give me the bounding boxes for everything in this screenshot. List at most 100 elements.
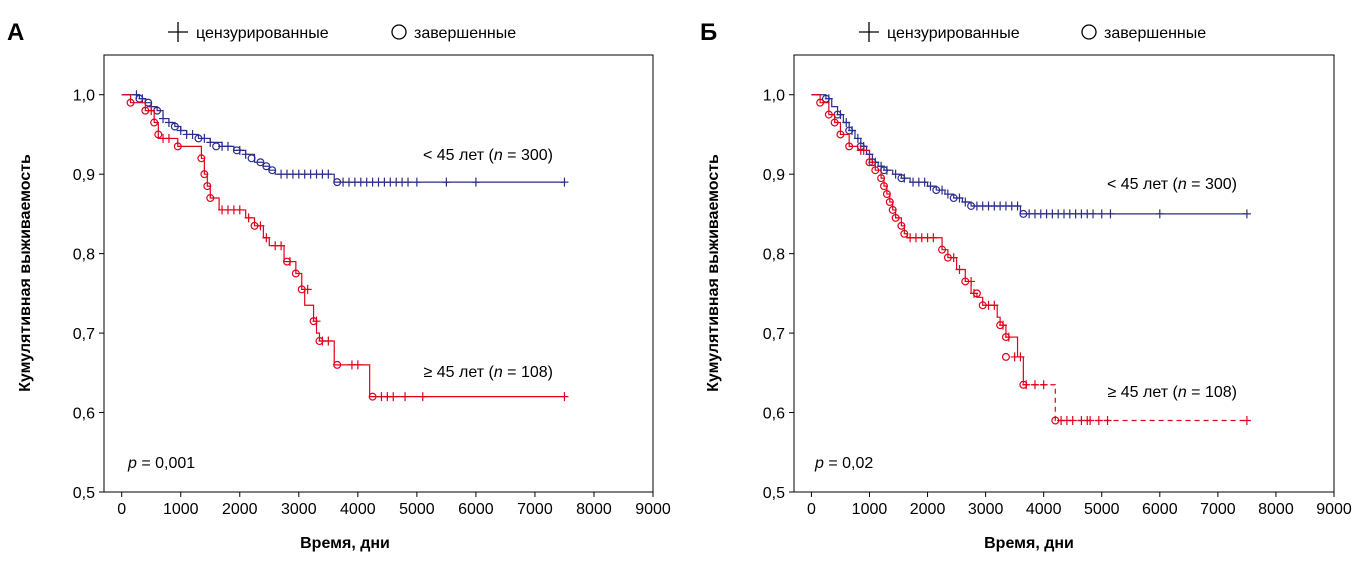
event-marker xyxy=(879,182,888,191)
x-tick-label: 3000 xyxy=(968,501,1004,518)
x-tick-label: 8000 xyxy=(1258,501,1294,518)
panel-b-x-axis-label: Время, дни xyxy=(984,535,1074,552)
panel-b: Б цензурированные завершенные 0 1000 2000 3… xyxy=(700,19,1352,552)
y-tick-label: 1,0 xyxy=(73,88,95,105)
event-marker xyxy=(938,245,947,254)
panel-b-p-value: p = 0,02 xyxy=(814,455,873,472)
censored-marker xyxy=(1068,415,1077,425)
y-tick-label: 0,9 xyxy=(763,167,785,184)
event-marker xyxy=(949,194,958,203)
censored-marker xyxy=(389,392,398,402)
series-label: ≥ 45 лет (n = 108) xyxy=(424,364,553,381)
event-marker xyxy=(141,106,150,115)
event-marker xyxy=(154,130,163,139)
event-marker xyxy=(203,182,212,191)
event-marker xyxy=(897,221,906,230)
panel-a-y-axis-label: Кумулятивная выживаемость xyxy=(17,154,34,392)
event-marker xyxy=(972,289,981,298)
p-value-symbol: p xyxy=(127,455,137,472)
censored-marker xyxy=(1103,415,1112,425)
censored-legend-icon xyxy=(859,22,879,42)
censored-legend-label: цензурированные xyxy=(887,25,1020,42)
event-marker xyxy=(297,285,306,294)
survival-curve-older xyxy=(811,94,1247,422)
event-marker xyxy=(368,392,377,401)
event-marker xyxy=(967,201,976,210)
event-marker xyxy=(845,142,854,151)
event-marker xyxy=(897,174,906,183)
censored-marker xyxy=(560,177,569,187)
x-tick-label: 3000 xyxy=(281,501,317,518)
y-tick-label: 0,6 xyxy=(763,406,785,423)
event-marker xyxy=(333,178,342,187)
censored-marker xyxy=(990,300,999,310)
survival-curve-younger xyxy=(811,94,1247,215)
completed-legend-label: завершенные xyxy=(1104,25,1206,42)
x-tick-label: 8000 xyxy=(576,501,612,518)
x-tick-label: 9000 xyxy=(1316,501,1352,518)
event-marker xyxy=(882,190,891,199)
censored-marker xyxy=(961,197,970,207)
completed-legend-label: завершенные xyxy=(414,25,516,42)
censored-marker xyxy=(926,181,935,191)
censored-marker xyxy=(353,360,362,370)
event-marker xyxy=(150,118,159,127)
panel-a: А цензурированные завершенные 0 1000 2000 3… xyxy=(7,19,671,552)
x-tick-label: 6000 xyxy=(1142,501,1178,518)
censored-marker xyxy=(1094,415,1103,425)
event-marker xyxy=(194,134,203,143)
event-marker xyxy=(978,301,987,310)
survival-curve-younger xyxy=(121,94,565,183)
censored-marker xyxy=(223,141,232,151)
censored-marker xyxy=(164,118,173,128)
censored-marker xyxy=(929,233,938,243)
censored-marker xyxy=(853,133,862,143)
censored-marker xyxy=(241,149,250,159)
censored-marker xyxy=(1097,209,1106,219)
censored-marker xyxy=(943,189,952,199)
y-tick-label: 1,0 xyxy=(763,88,785,105)
completed-legend-icon xyxy=(391,24,407,40)
event-marker xyxy=(197,154,206,163)
panel-a-p-value: p = 0,001 xyxy=(127,455,195,472)
event-marker xyxy=(871,166,880,175)
event-marker xyxy=(943,253,952,262)
event-marker xyxy=(309,317,318,326)
x-tick-label: 4000 xyxy=(340,501,376,518)
series-label: ≥ 45 лет (n = 108) xyxy=(1108,384,1237,401)
panel-a-axes: 0 1000 2000 3000 4000 5000 6000 7000 8000 9000 0,5… xyxy=(73,88,671,518)
event-marker xyxy=(173,142,182,151)
event-marker xyxy=(891,213,900,222)
censored-marker xyxy=(206,137,215,147)
x-tick-label: 0 xyxy=(807,501,816,518)
censored-marker xyxy=(920,177,929,187)
censored-marker xyxy=(1039,380,1048,390)
y-tick-label: 0,7 xyxy=(763,326,785,343)
censored-marker xyxy=(891,169,900,179)
panel-b-y-axis-label: Кумулятивная выживаемость xyxy=(705,154,722,392)
event-marker xyxy=(170,122,179,131)
event-marker xyxy=(900,229,909,238)
censored-legend-icon xyxy=(168,22,188,42)
censored-marker xyxy=(244,213,253,223)
completed-legend-icon xyxy=(1081,24,1097,40)
event-marker xyxy=(256,158,265,167)
panel-a-series-labels: < 45 лет (n = 300) ≥ 45 лет (n = 108) xyxy=(423,147,553,381)
p-value-symbol: p xyxy=(814,455,824,472)
event-marker xyxy=(262,162,271,171)
censored-marker xyxy=(401,392,410,402)
censored-marker xyxy=(1242,415,1251,425)
event-marker xyxy=(816,98,825,107)
event-marker xyxy=(250,221,259,230)
censored-marker xyxy=(1086,415,1095,425)
event-marker xyxy=(877,174,886,183)
panel-a-legend: цензурированные завершенные xyxy=(168,22,516,42)
censored-marker xyxy=(164,133,173,143)
event-marker xyxy=(315,337,324,346)
event-marker xyxy=(283,257,292,266)
censored-marker xyxy=(412,177,421,187)
y-tick-label: 0,9 xyxy=(73,167,95,184)
p-value-number: = 0,001 xyxy=(137,455,195,472)
panel-a-curves xyxy=(121,90,569,402)
